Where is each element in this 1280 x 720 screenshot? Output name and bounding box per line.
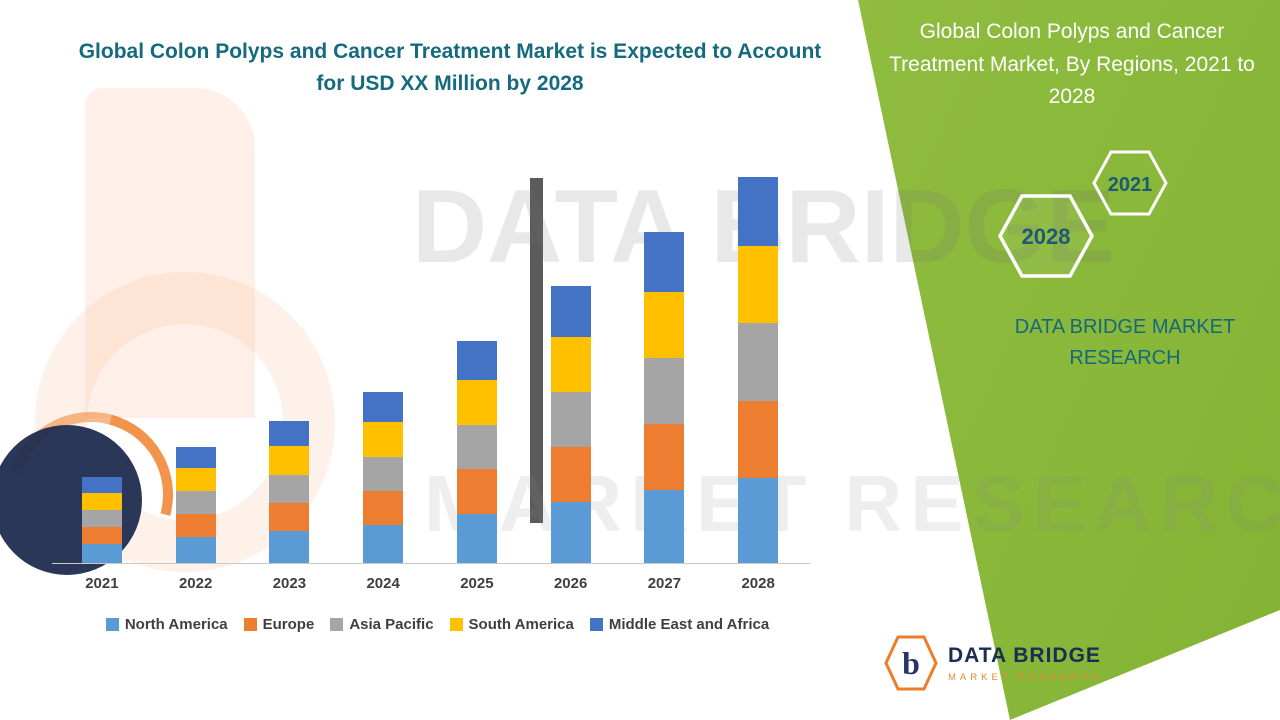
legend-label: Middle East and Africa	[608, 616, 770, 633]
bar-segment-south-america	[644, 291, 685, 358]
dbmr-logo: b DATA BRIDGE MARKET RESEARCH	[884, 634, 1103, 692]
bar-segment-asia-pacific	[269, 474, 310, 503]
bar-2028	[738, 176, 779, 563]
legend-item-europe: Europe	[243, 616, 315, 633]
bar-segment-europe	[269, 502, 310, 532]
x-axis-label-2021: 2021	[85, 575, 119, 592]
bar-segment-middle-east-and-africa	[738, 176, 779, 247]
bar-segment-north-america	[738, 478, 779, 563]
bar-segment-south-america	[269, 446, 310, 475]
bar-segment-middle-east-and-africa	[363, 392, 404, 423]
bar-segment-south-america	[363, 422, 404, 457]
bar-segment-south-america	[175, 467, 216, 491]
bar-2022	[175, 447, 216, 563]
bar-segment-north-america	[363, 525, 404, 563]
dbmr-monogram: b	[902, 645, 920, 681]
bar-segment-south-america	[550, 337, 591, 392]
x-axis-label-2025: 2025	[460, 575, 494, 592]
x-axis-label-2024: 2024	[366, 575, 400, 592]
bar-segment-south-america	[456, 380, 497, 425]
bar-segment-middle-east-and-africa	[644, 231, 685, 292]
bar-segment-europe	[456, 469, 497, 515]
legend-swatch-icon	[589, 618, 603, 631]
bar-segment-asia-pacific	[738, 323, 779, 401]
bar-segment-europe	[644, 423, 685, 490]
bar-2023	[269, 420, 310, 563]
bar-segment-europe	[550, 447, 591, 502]
dbmr-logo-name: DATA BRIDGE	[948, 643, 1101, 667]
legend-item-middle-east-and-africa: Middle East and Africa	[589, 616, 770, 633]
plot-area	[55, 168, 805, 563]
chart-title: Global Colon Polyps and Cancer Treatment…	[78, 40, 822, 95]
bar-2026	[550, 286, 591, 563]
side-panel-title: Global Colon Polyps and Cancer Treatment…	[889, 20, 1255, 109]
bar-segment-south-america	[81, 492, 122, 510]
bar-segment-north-america	[269, 531, 310, 563]
x-axis-line	[52, 563, 810, 564]
legend-label: North America	[124, 616, 228, 633]
bar-segment-middle-east-and-africa	[269, 420, 310, 447]
bar-segment-north-america	[456, 514, 497, 563]
x-axis-labels: 2021 2022 2023 2024 2025 2026 2027 2028	[55, 575, 805, 592]
dbmr-hexagon-icon: b	[884, 635, 938, 691]
legend-item-asia-pacific: Asia Pacific	[330, 616, 434, 633]
legend-label: Asia Pacific	[349, 616, 434, 633]
x-axis-label-2027: 2027	[647, 575, 682, 592]
bar-segment-north-america	[550, 502, 591, 563]
bar-segment-asia-pacific	[363, 456, 404, 491]
bar-2024	[363, 392, 404, 563]
bar-2021	[81, 477, 122, 563]
x-axis-label-2026: 2026	[553, 575, 588, 592]
bar-segment-north-america	[81, 544, 122, 563]
bar-segment-europe	[738, 400, 779, 478]
bar-segment-middle-east-and-africa	[456, 340, 497, 381]
bar-segment-europe	[363, 490, 404, 526]
x-axis-label-2023: 2023	[272, 575, 307, 592]
x-axis-label-2028: 2028	[741, 575, 775, 592]
x-axis-label-2022: 2022	[178, 575, 213, 592]
legend-label: South America	[468, 616, 574, 633]
bar-segment-north-america	[175, 537, 216, 563]
hexagon-outline-icon	[1092, 150, 1168, 216]
chart-legend: North America Europe Asia Pacific South Ame…	[55, 616, 820, 633]
bar-segment-asia-pacific	[644, 357, 685, 424]
bar-segment-middle-east-and-africa	[550, 286, 591, 337]
hexagon-2021: 2021	[1092, 150, 1168, 221]
bar-segment-europe	[81, 526, 122, 545]
legend-label: Europe	[262, 616, 315, 633]
bar-2027	[644, 231, 685, 563]
hexagon-year-label: 2021	[1108, 174, 1153, 196]
dbmr-logo-tagline: MARKET RESEARCH	[948, 671, 1103, 683]
bar-segment-middle-east-and-africa	[81, 477, 122, 493]
legend-swatch-icon	[105, 618, 119, 631]
bar-segment-asia-pacific	[175, 490, 216, 515]
bar-segment-north-america	[644, 490, 685, 563]
legend-swatch-icon	[330, 618, 344, 631]
bar-2025	[456, 340, 497, 563]
bar-segment-asia-pacific	[550, 392, 591, 447]
bar-segment-asia-pacific	[456, 424, 497, 470]
bar-segment-middle-east-and-africa	[175, 447, 216, 468]
hexagon-outline-icon	[998, 194, 1094, 278]
legend-item-north-america: North America	[105, 616, 228, 633]
bar-segment-europe	[175, 514, 216, 538]
legend-item-south-america: South America	[449, 616, 574, 633]
bar-segment-asia-pacific	[81, 509, 122, 527]
legend-swatch-icon	[449, 618, 463, 631]
hexagon-year-label: 2028	[1022, 224, 1071, 249]
legend-swatch-icon	[243, 618, 257, 631]
bar-segment-south-america	[738, 246, 779, 324]
hexagon-2028: 2028	[997, 194, 1095, 283]
side-panel-brand-text: DATA BRIDGE MARKET RESEARCH	[1014, 316, 1236, 369]
